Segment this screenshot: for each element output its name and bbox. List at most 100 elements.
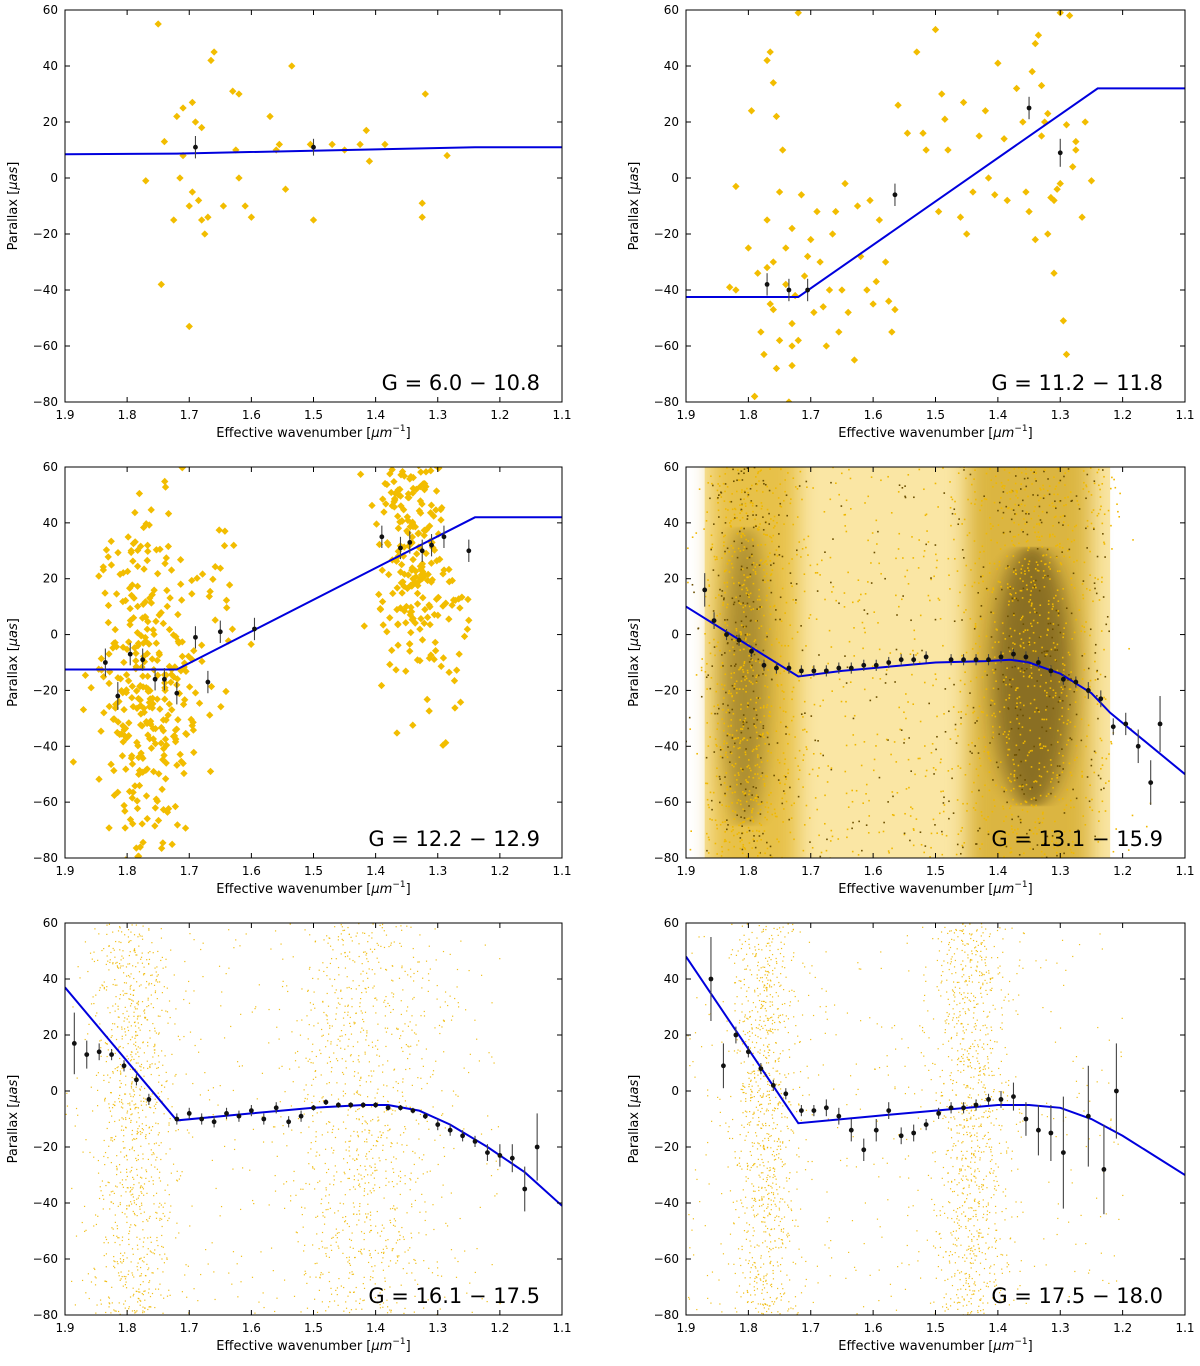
star-point: [105, 650, 113, 658]
binned-point: [121, 1063, 127, 1069]
plot-frame: [64, 922, 563, 1316]
star-point: [1087, 177, 1096, 185]
star-point: [975, 132, 983, 140]
star-point: [409, 555, 417, 564]
star-point: [421, 605, 429, 614]
star-point: [210, 48, 218, 56]
star-point: [194, 196, 203, 205]
star-point: [288, 62, 296, 70]
star-point: [99, 673, 108, 681]
star-point: [153, 656, 161, 665]
star-point: [235, 90, 243, 98]
y-tick-label: −20: [33, 1140, 58, 1154]
binned-point: [174, 690, 180, 696]
star-point: [1044, 109, 1052, 118]
star-point: [149, 767, 158, 776]
star-point: [938, 90, 946, 98]
y-tick-label: −80: [33, 851, 58, 865]
x-tick-label: 1.6: [242, 1321, 261, 1335]
star-point: [807, 235, 815, 244]
binned-point: [774, 665, 779, 671]
binned-point: [485, 1150, 490, 1155]
star-point: [378, 597, 387, 606]
star-point: [437, 516, 445, 524]
binned-point: [534, 1144, 540, 1150]
y-tick-label: −80: [33, 1308, 58, 1322]
star-point: [863, 286, 871, 294]
star-point: [177, 757, 185, 766]
star-point: [431, 638, 439, 647]
binned-point: [398, 545, 403, 551]
star-point: [207, 56, 215, 65]
star-point: [383, 628, 391, 636]
x-tick-label: 1.9: [676, 408, 695, 422]
panel-magnitude-label: G = 13.1 − 15.9: [991, 827, 1163, 851]
x-tick-label: 1.6: [864, 408, 883, 422]
star-point: [413, 600, 422, 608]
plot-frame: [64, 9, 563, 403]
x-axis-label: Effective wavenumber [μm−1]: [838, 1337, 1032, 1354]
y-tick-label: 40: [664, 972, 679, 986]
star-point: [124, 677, 133, 685]
binned-point: [998, 1097, 1004, 1102]
binned-point: [1026, 105, 1032, 111]
x-tick-label: 1.6: [242, 408, 261, 422]
binned-point: [152, 676, 158, 682]
star-point: [427, 501, 436, 509]
star-point: [872, 277, 880, 286]
binned-point: [886, 660, 892, 665]
star-point: [381, 479, 389, 488]
binned-point: [836, 1113, 842, 1119]
binned-point: [1048, 668, 1054, 674]
star-point: [148, 655, 156, 663]
star-point: [201, 230, 209, 238]
binned-point: [923, 654, 929, 660]
star-point: [165, 625, 174, 634]
star-point: [197, 641, 206, 649]
y-tick-label: 20: [664, 115, 679, 129]
x-tick-label: 1.4: [988, 1321, 1007, 1335]
star-point: [191, 689, 200, 697]
star-point: [138, 820, 146, 828]
star-point: [152, 639, 161, 647]
binned-point: [1110, 724, 1116, 730]
binned-point: [1085, 1113, 1091, 1119]
star-point: [822, 342, 831, 350]
star-point: [425, 707, 433, 715]
binned-point: [1036, 1127, 1041, 1133]
binned-point: [848, 1127, 854, 1133]
star-point: [126, 815, 135, 824]
star-point: [198, 570, 207, 578]
star-point: [107, 760, 115, 769]
star-point: [188, 98, 197, 107]
x-tick-label: 1.4: [988, 408, 1007, 422]
star-point: [190, 647, 198, 655]
panel-2: 1.9 1.8 1.7 1.6 1.5 1.4 1.3 1.2 1.1 −80 −60 −40 −20 0…: [627, 3, 1195, 441]
star-point: [173, 761, 181, 769]
star-point: [903, 129, 912, 137]
star-point: [398, 589, 406, 597]
binned-point: [127, 651, 133, 657]
star-point: [131, 782, 139, 790]
star-point: [405, 441, 412, 448]
star-point: [386, 660, 394, 669]
star-point: [416, 482, 425, 491]
y-tick-label: 60: [43, 460, 58, 474]
binned-point: [248, 1108, 254, 1113]
star-point: [131, 508, 139, 517]
y-tick-label: −40: [33, 283, 58, 297]
star-point: [819, 303, 827, 311]
binned-point: [745, 1049, 751, 1055]
star-point: [148, 694, 157, 702]
star-point: [87, 684, 95, 692]
star-point: [229, 87, 237, 95]
x-tick-label: 1.5: [304, 864, 323, 878]
star-point: [126, 616, 135, 625]
binned-point: [1048, 1130, 1054, 1136]
star-point: [168, 840, 176, 849]
x-tick-label: 1.2: [1113, 1321, 1132, 1335]
star-point: [415, 467, 423, 470]
binned-point: [898, 1133, 904, 1139]
star-point: [1031, 39, 1039, 48]
binned-point: [385, 1105, 391, 1111]
